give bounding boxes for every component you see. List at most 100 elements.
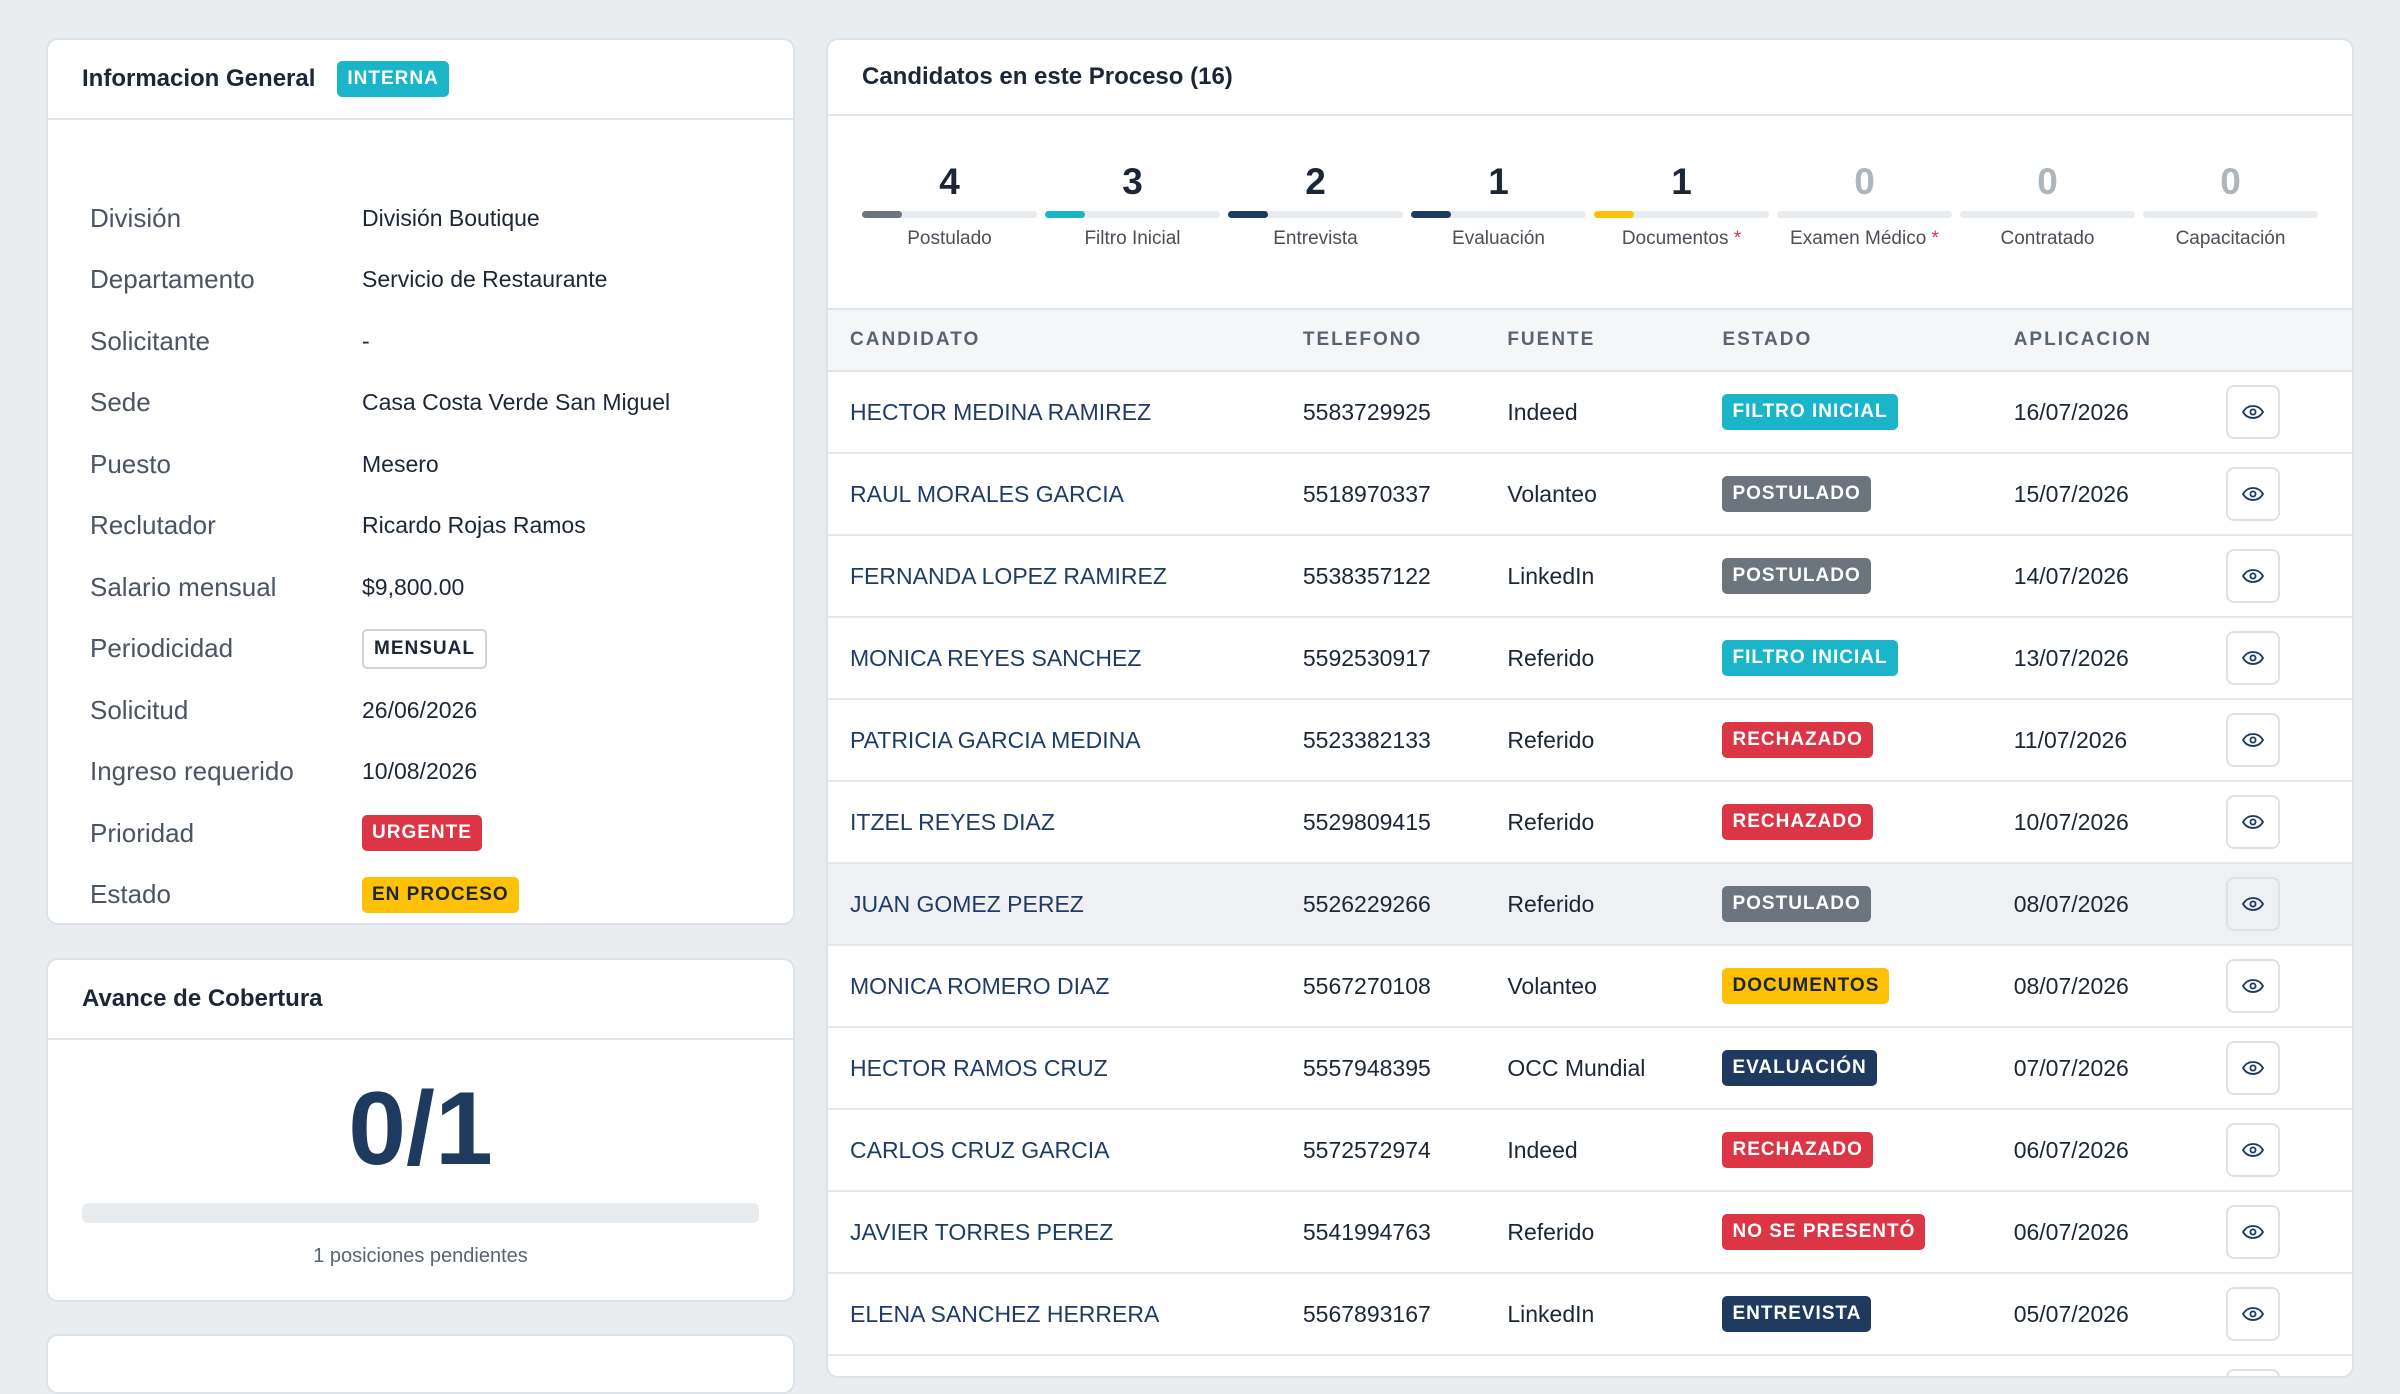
coverage-card: Avance de Cobertura 0/1 1 posiciones pen…	[46, 958, 795, 1302]
status-cell: FILTRO INICIAL	[1721, 617, 2013, 700]
stage-label: Examen Médico *	[1777, 228, 1952, 250]
eye-icon	[2242, 733, 2265, 747]
field-value: Ricardo Rojas Ramos	[362, 512, 586, 538]
status-badge: ENTREVISTA	[1722, 1296, 1872, 1332]
view-button[interactable]	[2226, 795, 2281, 849]
source: Referido	[1506, 863, 1722, 946]
stage-label: Documentos *	[1594, 228, 1769, 250]
source: Indeed	[1506, 371, 1722, 454]
actions	[2225, 699, 2352, 782]
coverage-value: 0/1	[348, 1071, 493, 1187]
stage-count: 4	[939, 161, 960, 202]
stage-name: Evaluación	[1452, 228, 1545, 249]
status-badge: FILTRO INICIAL	[1722, 640, 1898, 676]
status-badge: POSTULADO	[1722, 886, 1871, 922]
stage-name: Contratado	[2000, 228, 2095, 249]
candidate-name: FERNANDA LOPEZ RAMIREZ	[828, 535, 1302, 618]
source: Referido	[1506, 1191, 1722, 1274]
badge: INTERNA	[337, 61, 449, 97]
view-button[interactable]	[2226, 1041, 2281, 1095]
stage-bar	[862, 211, 1037, 218]
field-value: 26/06/2026	[362, 696, 478, 723]
field-label: Solicitante	[90, 325, 210, 356]
stage: 4 Postulado	[862, 158, 1037, 278]
eye-icon	[2242, 1225, 2265, 1239]
card-header: Candidatos en este Proceso (16)	[828, 40, 2352, 116]
stage: 1 Documentos *	[1594, 158, 1769, 278]
page: Proceso {"info":{"title":"Informacion Ge…	[46, 38, 2354, 1394]
stage-name: Documentos	[1621, 228, 1729, 249]
eye-icon	[2242, 1061, 2265, 1075]
phone: 5523382133	[1301, 699, 1507, 782]
view-button[interactable]	[2226, 1369, 2281, 1376]
eye-icon	[2242, 897, 2265, 911]
candidate-name: HECTOR RAMOS CRUZ	[828, 1027, 1302, 1110]
view-button[interactable]	[2226, 1287, 2281, 1341]
table-row: HECTOR MEDINA RAMIREZ 5583729925 Indeed FIL…	[828, 371, 2352, 454]
actions	[2225, 1355, 2352, 1376]
field-label: Ingreso requerido	[90, 756, 294, 786]
application-date: 11/07/2026	[2012, 699, 2226, 782]
actions	[2225, 371, 2352, 454]
phone: 5538357122	[1301, 535, 1507, 618]
view-button[interactable]	[2226, 959, 2281, 1013]
card-header: Informacion General INTERNA	[48, 40, 793, 120]
phone: 5557948395	[1301, 1027, 1507, 1110]
eye-icon	[2242, 815, 2265, 829]
field-value: División Boutique	[362, 204, 540, 231]
field-label: Salario mensual	[90, 571, 277, 602]
application-date: 08/07/2026	[2012, 945, 2226, 1028]
candidate-name: ITZEL REYES DIAZ	[828, 781, 1302, 864]
source: Referido	[1506, 699, 1722, 782]
view-button[interactable]	[2226, 385, 2281, 439]
progress	[82, 1203, 759, 1223]
table-row: ITZEL REYES DIAZ 5529809415 Referido RECHAZ…	[828, 781, 2352, 864]
phone: 5567270108	[1301, 945, 1507, 1028]
source: Volanteo	[1506, 1355, 1722, 1376]
stage-bar	[1594, 211, 1769, 218]
eye-icon	[2242, 979, 2265, 993]
stage-bar	[1228, 211, 1403, 218]
view-button[interactable]	[2226, 1205, 2281, 1259]
view-button[interactable]	[2226, 877, 2281, 931]
field-label: Periodicidad	[90, 633, 234, 663]
stage-fill	[1228, 211, 1268, 218]
table-row: MONICA ROMERO DIAZ 5567270108 Volanteo DOCU…	[828, 945, 2352, 1028]
status-cell: EVALUACIÓN	[1721, 1027, 2013, 1110]
table-row: HECTOR RAMOS CRUZ 5557948395 OCC Mundial EV…	[828, 1027, 2352, 1110]
field-row: División División Boutique	[90, 198, 540, 238]
eye-icon	[2242, 487, 2265, 501]
required-marker: *	[1931, 228, 1939, 249]
application-date: 04/07/2026	[2012, 1355, 2226, 1376]
actions	[2225, 1273, 2352, 1356]
eye-icon	[2242, 405, 2265, 419]
view-button[interactable]	[2226, 467, 2281, 521]
field-row: Salario mensual $9,800.00	[90, 567, 464, 607]
table-row: PATRICIA GARCIA MEDINA 5523382133 Referido…	[828, 699, 2352, 782]
stage-name: Capacitación	[2175, 228, 2286, 249]
actions	[2225, 863, 2352, 946]
field-row: Departamento Servicio de Restaurante	[90, 260, 607, 300]
stage-bar	[2143, 211, 2318, 218]
view-button[interactable]	[2226, 1123, 2281, 1177]
status-cell: DOCUMENTOS	[1721, 945, 2013, 1028]
view-button[interactable]	[2226, 549, 2281, 603]
application-date: 16/07/2026	[2012, 371, 2226, 454]
candidate-name: MONICA REYES SANCHEZ	[828, 617, 1302, 700]
field-value: Casa Costa Verde San Miguel	[362, 389, 671, 415]
stage-name: Entrevista	[1273, 228, 1358, 249]
field-row: Solicitud 26/06/2026	[90, 690, 477, 730]
stage-bar	[1777, 211, 1952, 218]
source: Referido	[1506, 781, 1722, 864]
stage-count: 0	[1854, 161, 1875, 202]
stage-name: Examen Médico	[1790, 228, 1927, 249]
view-button[interactable]	[2226, 631, 2281, 685]
phone: 5583729925	[1301, 371, 1507, 454]
field-label: Solicitud	[90, 694, 189, 725]
candidates-card: Candidatos en este Proceso (16) 4 Postula…	[826, 38, 2354, 1378]
view-button[interactable]	[2226, 713, 2281, 767]
column-header	[2225, 308, 2352, 372]
title: Candidatos en este Proceso (16)	[862, 63, 1233, 90]
application-date: 13/07/2026	[2012, 617, 2226, 700]
stage-name: Postulado	[907, 228, 992, 249]
